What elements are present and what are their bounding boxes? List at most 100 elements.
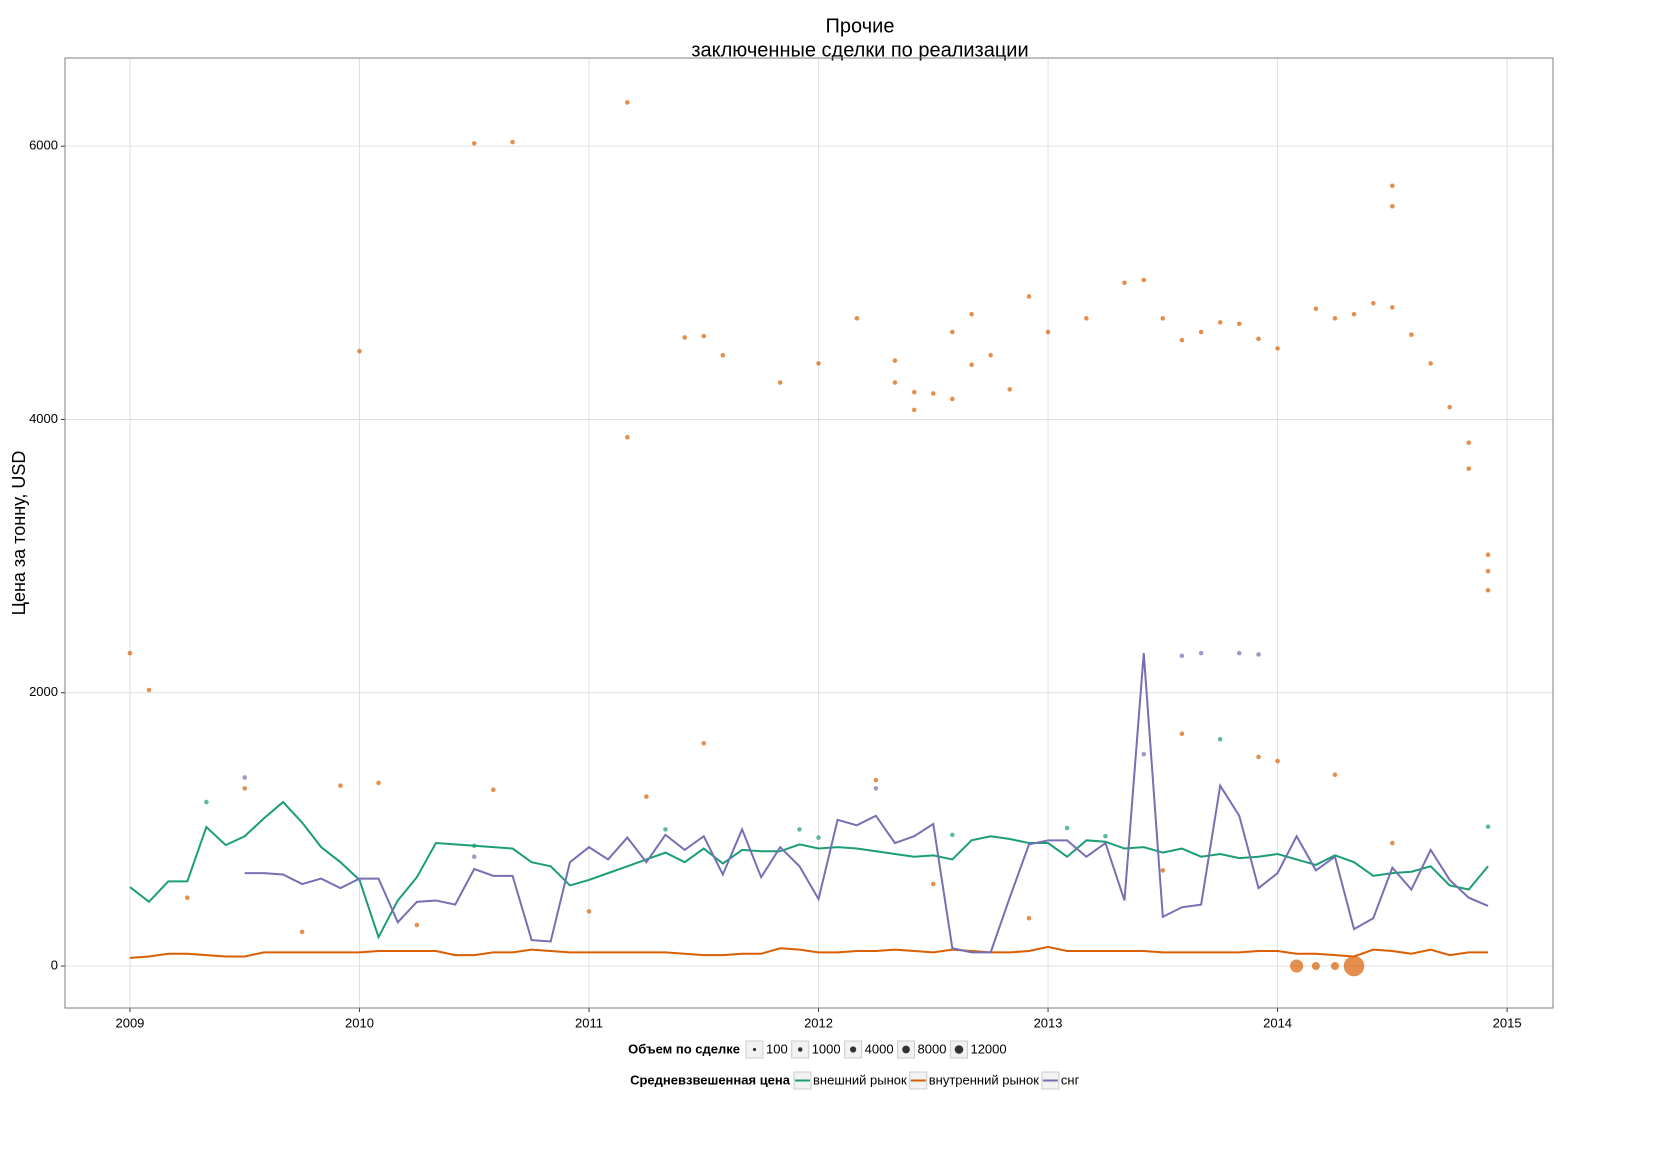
deal-point (1141, 277, 1147, 283)
deal-point (127, 650, 133, 656)
deal-point (644, 794, 649, 799)
deal-point (1485, 568, 1491, 574)
deal-point (1313, 306, 1319, 312)
deal-point (1198, 329, 1204, 335)
deal-point (1330, 962, 1339, 971)
deal-point (930, 881, 936, 887)
deal-point (911, 389, 917, 395)
deal-point (873, 786, 879, 791)
deal-point (1409, 332, 1414, 338)
deal-point (414, 922, 420, 928)
deal-point (510, 139, 515, 145)
deal-point (950, 396, 955, 402)
deal-point (1332, 772, 1338, 778)
y-tick-label: 6000 (29, 138, 58, 153)
size-legend-title: Объем по сделке (628, 1041, 740, 1056)
deal-point (663, 827, 668, 832)
avg-price-line (129, 945, 1489, 959)
deal-point (950, 329, 955, 335)
size-legend-label: 4000 (865, 1041, 894, 1056)
x-tick-label: 2009 (115, 1015, 144, 1030)
deal-point (357, 348, 362, 354)
deal-point (471, 854, 477, 860)
deal-point (892, 358, 898, 363)
deal-point (1256, 754, 1261, 760)
deal-point (1351, 311, 1357, 317)
chart-title: Прочие (826, 15, 895, 37)
deal-point (1141, 751, 1147, 757)
deal-point (204, 799, 209, 805)
deal-point (854, 316, 860, 321)
size-legend-label: 100 (766, 1041, 788, 1056)
deal-point (299, 929, 305, 935)
color-legend-label: внутренний рынок (929, 1072, 1039, 1087)
deal-point (1064, 825, 1070, 831)
deal-point (1466, 440, 1472, 445)
color-legend-label: снг (1061, 1072, 1080, 1087)
deal-point (988, 352, 993, 358)
size-legend-dot (797, 1047, 803, 1052)
color-legend-label: внешний рынок (813, 1072, 907, 1087)
deal-point (185, 895, 190, 901)
deal-point (1179, 653, 1185, 659)
deal-point (1370, 300, 1376, 306)
deal-point (1026, 915, 1032, 921)
deal-point (1007, 387, 1013, 392)
x-tick-label: 2014 (1263, 1015, 1292, 1030)
color-legend-title: Средневзвешенная цена (630, 1072, 791, 1087)
deal-point (1026, 294, 1032, 299)
x-tick-label: 2013 (1034, 1015, 1063, 1030)
deal-point (490, 787, 496, 793)
deal-point (1275, 346, 1280, 351)
y-tick-label: 4000 (29, 411, 58, 426)
deal-point (1179, 731, 1185, 737)
deal-point (1485, 552, 1491, 558)
deal-point (701, 333, 707, 339)
plot-border (64, 57, 1554, 1009)
size-legend-label: 1000 (812, 1041, 841, 1056)
deal-point (1217, 736, 1223, 742)
deal-point (625, 100, 630, 105)
size-legend-dot (954, 1045, 964, 1054)
deal-point (1256, 652, 1261, 657)
deal-point (969, 362, 974, 368)
deal-point (1311, 962, 1320, 971)
y-axis-label: Цена за тонну, USD (9, 451, 29, 616)
deal-point (911, 407, 917, 413)
deal-point (1122, 280, 1127, 286)
deal-point (338, 783, 343, 788)
deal-point (1103, 833, 1108, 839)
x-tick-label: 2012 (804, 1015, 833, 1030)
deal-point (1217, 320, 1223, 325)
deal-point (892, 380, 898, 385)
deal-point (1390, 203, 1395, 209)
x-tick-label: 2011 (575, 1015, 603, 1030)
deal-point (816, 361, 821, 366)
deal-point (242, 786, 248, 791)
chart-subtitle: заключенные сделки по реализации (691, 39, 1028, 61)
deal-point (1045, 329, 1051, 335)
deal-point (720, 352, 726, 358)
deal-point (797, 827, 802, 832)
deal-point (701, 741, 707, 746)
deal-point (1390, 305, 1395, 310)
deal-point (1160, 868, 1166, 873)
y-tick-label: 0 (51, 957, 58, 972)
deal-point (1485, 587, 1491, 593)
deal-point (471, 141, 477, 146)
y-tick-label: 2000 (29, 684, 58, 699)
deal-point (1428, 361, 1433, 366)
avg-price-line (244, 653, 1489, 954)
deal-point (1466, 466, 1472, 471)
deal-point (1256, 336, 1261, 342)
deal-point (1447, 404, 1453, 410)
deal-point (586, 909, 592, 914)
deal-point (873, 777, 879, 783)
deal-point (816, 835, 821, 840)
deal-point (1236, 321, 1242, 327)
deal-point (682, 335, 688, 340)
deal-point (1179, 337, 1185, 343)
avg-price-line (129, 800, 1489, 940)
deal-point (1390, 840, 1395, 846)
deal-point (930, 391, 936, 396)
